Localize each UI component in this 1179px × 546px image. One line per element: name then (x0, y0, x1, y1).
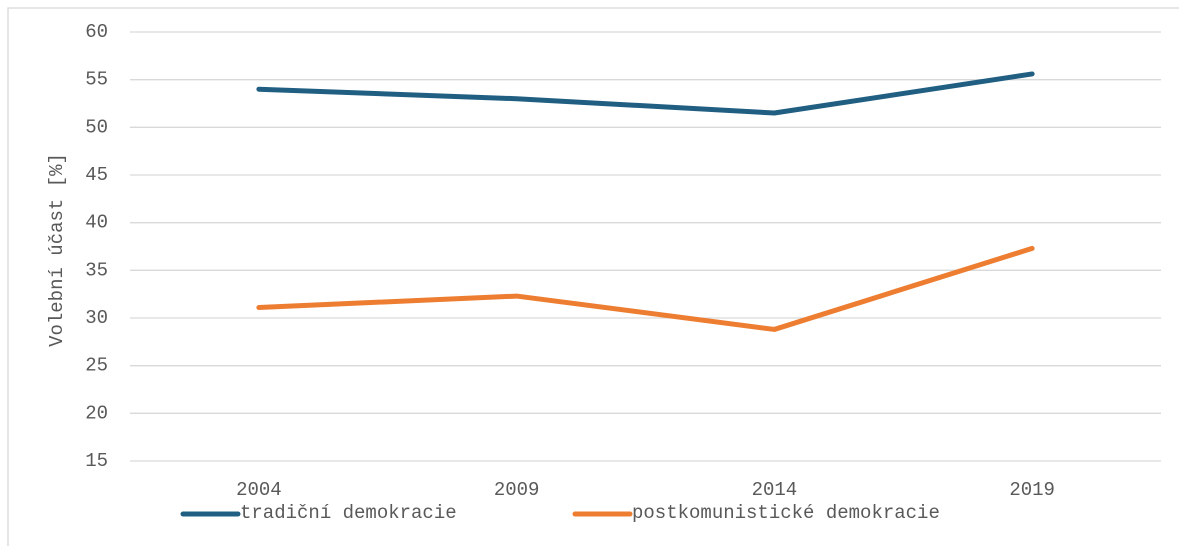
y-tick-label: 40 (85, 212, 108, 234)
y-tick-label: 55 (85, 69, 108, 91)
x-tick-label: 2014 (752, 479, 798, 501)
series-line (256, 71, 1035, 116)
x-tick-label: 2009 (494, 479, 540, 501)
series-line (256, 245, 1035, 332)
y-tick-label: 25 (85, 355, 108, 377)
legend-label: tradiční demokracie (240, 502, 457, 524)
x-tick-label: 2004 (236, 479, 282, 501)
legend-label: postkomunistické demokracie (632, 502, 940, 524)
y-axis-label: Volební účast [%] (46, 153, 68, 347)
y-tick-label: 15 (85, 450, 108, 472)
y-tick-label: 60 (85, 21, 108, 43)
y-tick-label: 20 (85, 402, 108, 424)
y-tick-label: 35 (85, 259, 108, 281)
chart-border (7, 7, 1179, 546)
x-tick-label: 2019 (1009, 479, 1055, 501)
y-tick-label: 30 (85, 307, 108, 329)
y-tick-label: 45 (85, 164, 108, 186)
y-tick-label: 50 (85, 116, 108, 138)
